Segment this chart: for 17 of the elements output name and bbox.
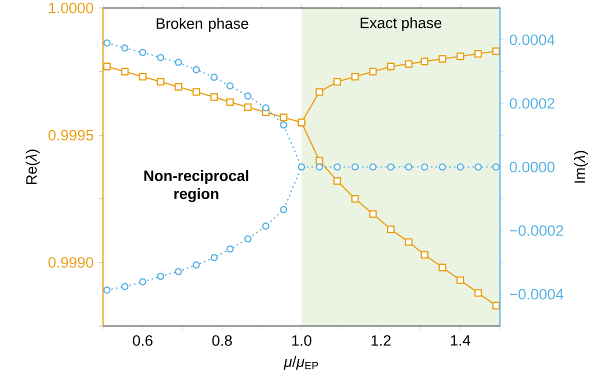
annotation: Broken phase [156, 18, 248, 32]
annotation: Non-reciprocal region [144, 170, 248, 202]
y-tick-label: 0.9990 [48, 257, 94, 268]
y-tick-label: 0.9995 [48, 130, 94, 140]
band-label: Exact phase [360, 17, 442, 32]
x-tick-label: 1.2 [372, 335, 391, 346]
x-tick-label: 1.0 [292, 335, 312, 346]
y2-tick-label: 0.0004 [510, 34, 555, 46]
y-tick-label: 1.0000 [49, 2, 94, 14]
y2-tick-label: −0.0002 [510, 225, 564, 236]
x-axis-title: μ/μ$_{EP}$ [284, 356, 318, 370]
x-tick-label: 1.4 [451, 335, 470, 346]
x-tick-label: 0.8 [212, 335, 232, 346]
x-tick-label: 0.6 [132, 335, 152, 346]
y2-tick-label: −0.0004 [510, 288, 564, 300]
y2-tick-label: 0.0002 [510, 98, 554, 109]
y2-tick-label: 0.0000 [510, 162, 554, 172]
